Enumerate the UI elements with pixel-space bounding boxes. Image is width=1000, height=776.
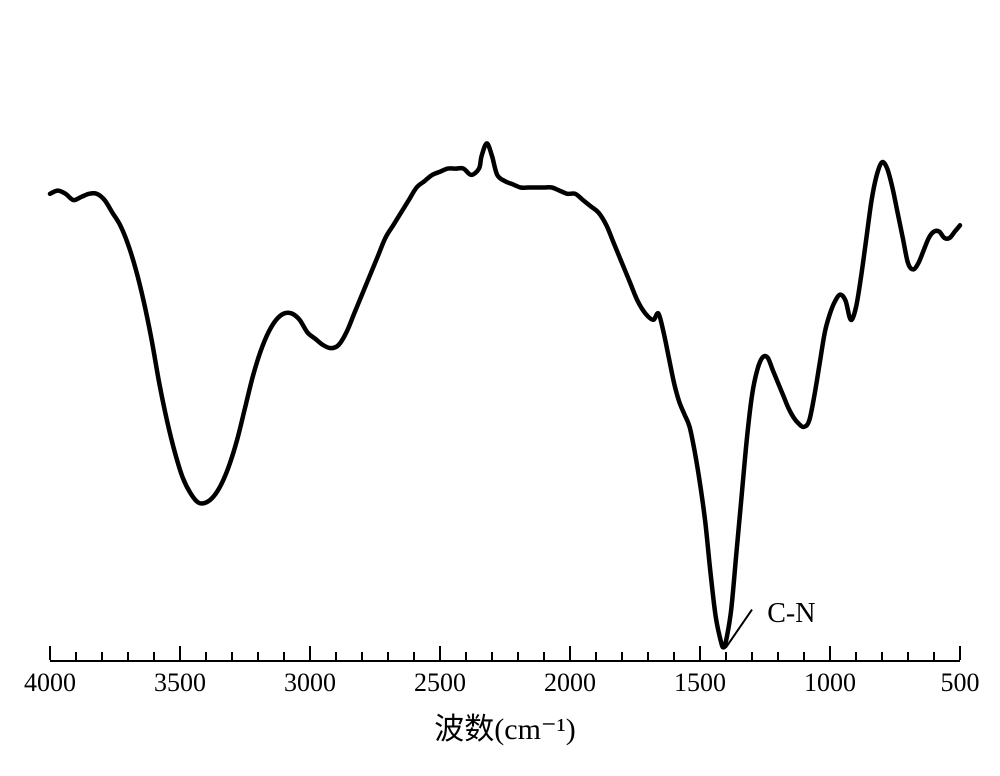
x-minor-tick: [205, 652, 207, 660]
x-minor-tick: [803, 652, 805, 660]
x-major-tick: [569, 646, 571, 660]
x-minor-tick: [127, 652, 129, 660]
peak-annotation-label: C-N: [767, 598, 815, 630]
x-tick-label: 1000: [804, 668, 856, 698]
x-minor-tick: [413, 652, 415, 660]
x-minor-tick: [231, 652, 233, 660]
x-minor-tick: [283, 652, 285, 660]
x-minor-tick: [517, 652, 519, 660]
x-minor-tick: [647, 652, 649, 660]
x-minor-tick: [751, 652, 753, 660]
x-minor-tick: [777, 652, 779, 660]
x-minor-tick: [335, 652, 337, 660]
x-tick-label: 500: [941, 668, 980, 698]
x-minor-tick: [491, 652, 493, 660]
x-major-tick: [309, 646, 311, 660]
x-tick-label: 3000: [284, 668, 336, 698]
x-minor-tick: [855, 652, 857, 660]
x-major-tick: [829, 646, 831, 660]
x-minor-tick: [543, 652, 545, 660]
x-minor-tick: [465, 652, 467, 660]
x-tick-label: 2000: [544, 668, 596, 698]
x-minor-tick: [595, 652, 597, 660]
x-minor-tick: [387, 652, 389, 660]
x-minor-tick: [933, 652, 935, 660]
x-minor-tick: [881, 652, 883, 660]
x-axis-line: [50, 660, 960, 662]
x-minor-tick: [361, 652, 363, 660]
x-tick-label: 3500: [154, 668, 206, 698]
x-tick-label: 4000: [24, 668, 76, 698]
x-minor-tick: [153, 652, 155, 660]
x-minor-tick: [673, 652, 675, 660]
ir-spectrum-chart: 500 1000 1500 2000 2500 3000 3500 4000 波数(cm⁻¹)…: [0, 0, 1000, 776]
x-tick-label: 1500: [674, 668, 726, 698]
x-minor-tick: [725, 652, 727, 660]
x-axis-title: 波数(cm⁻¹): [434, 704, 575, 748]
x-minor-tick: [621, 652, 623, 660]
x-tick-label: 2500: [414, 668, 466, 698]
x-major-tick: [959, 646, 961, 660]
x-major-tick: [49, 646, 51, 660]
x-major-tick: [699, 646, 701, 660]
x-minor-tick: [75, 652, 77, 660]
x-minor-tick: [907, 652, 909, 660]
x-minor-tick: [257, 652, 259, 660]
x-major-tick: [439, 646, 441, 660]
x-minor-tick: [101, 652, 103, 660]
x-major-tick: [179, 646, 181, 660]
